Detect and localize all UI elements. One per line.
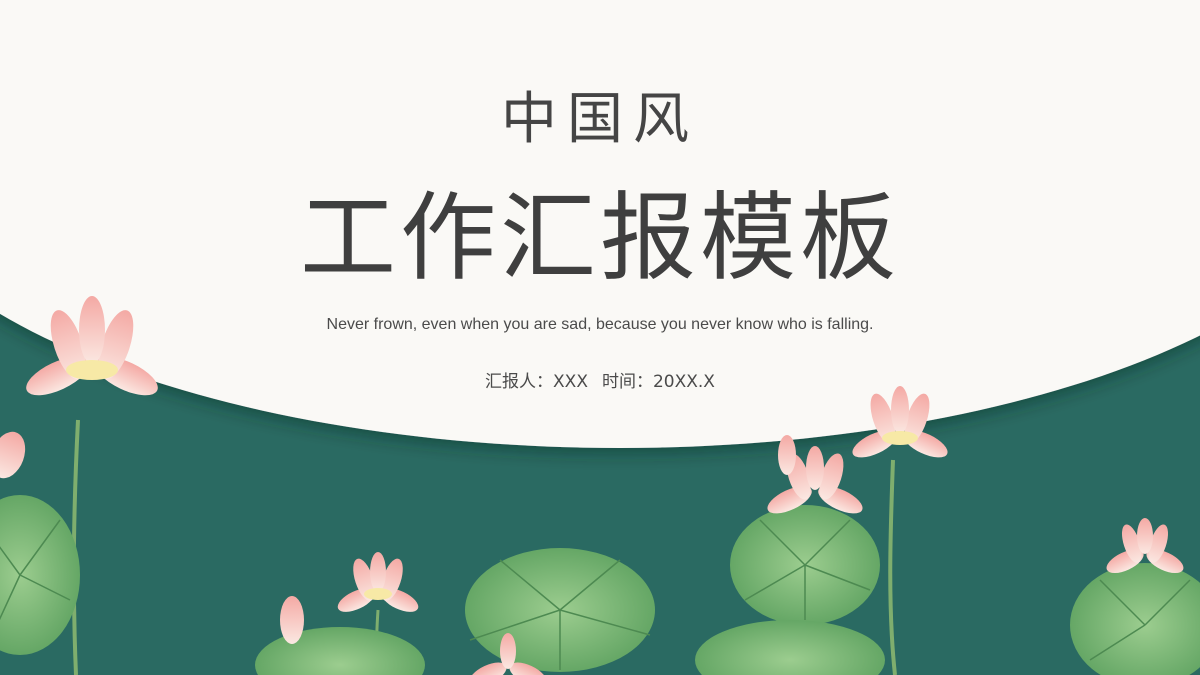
lotus-leaf-icon — [1070, 563, 1200, 675]
lotus-leaf-icon — [255, 627, 425, 675]
arch-shape — [0, 0, 1200, 448]
lotus-leaf-icon — [0, 495, 80, 655]
lotus-stem — [888, 459, 897, 675]
lotus-flower-icon — [337, 552, 419, 612]
lotus-leaf-icon — [730, 505, 880, 625]
lotus-bud-icon — [778, 435, 796, 475]
lotus-bud-icon — [280, 596, 304, 644]
lotus-bud-icon — [0, 431, 26, 479]
lotus-leaf-icon — [695, 620, 885, 675]
lotus-flower-icon — [26, 296, 158, 396]
lotus-flower-icon — [1106, 518, 1184, 574]
lotus-leaf-icon — [465, 548, 655, 672]
lotus-flower-icon — [469, 633, 547, 675]
lotus-flower-icon — [852, 386, 948, 458]
